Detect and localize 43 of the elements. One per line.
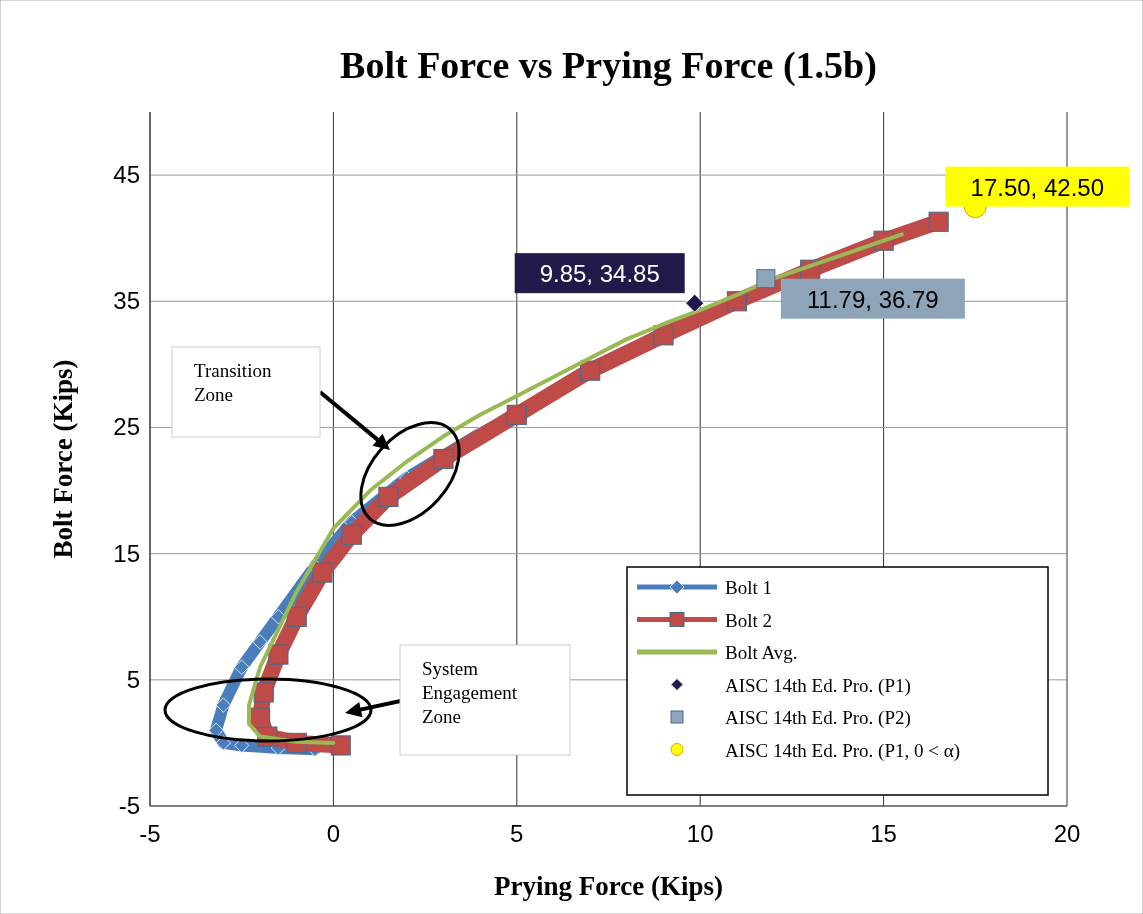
- point: [253, 682, 274, 703]
- legend-label: AISC 14th Ed. Pro. (P1, 0 < α): [725, 739, 960, 762]
- y-axis-title: Bolt Force (Kips): [48, 359, 78, 559]
- x-tick-label: 15: [870, 820, 897, 847]
- x-tick-label: 0: [326, 820, 341, 847]
- chart-title: Bolt Force vs Prying Force (1.5b): [340, 44, 877, 87]
- y-tick-label: 15: [113, 539, 140, 567]
- point: [286, 606, 307, 627]
- point: [341, 524, 362, 545]
- point: [685, 293, 705, 313]
- y-tick-label: 35: [113, 287, 140, 315]
- x-axis-title: Prying Force (Kips): [494, 871, 723, 901]
- data-label: 9.85, 34.85: [539, 260, 660, 288]
- annotation: System Engagement Zone: [422, 658, 518, 727]
- x-tick-label: -5: [139, 820, 161, 847]
- legend-label: AISC 14th Ed. Pro. (P2): [725, 707, 911, 729]
- point: [234, 659, 250, 675]
- data-label: 17.50, 42.50: [970, 173, 1105, 201]
- x-tick-label: 10: [686, 820, 714, 847]
- point: [268, 644, 289, 665]
- annotation: Transition Zone: [194, 360, 272, 405]
- point: [330, 735, 351, 756]
- y-tick-label: 45: [113, 161, 140, 189]
- y-tick-label: 5: [126, 665, 140, 693]
- legend-label: Bolt Avg.: [725, 642, 798, 663]
- point: [756, 269, 776, 289]
- point: [208, 722, 224, 738]
- point: [433, 448, 454, 470]
- point: [378, 486, 399, 507]
- point: [928, 211, 949, 232]
- y-tick-label: -5: [118, 792, 140, 819]
- legend-label: Bolt 2: [725, 609, 772, 631]
- point: [249, 707, 271, 728]
- x-tick-label: 5: [510, 820, 524, 847]
- point: [252, 634, 268, 650]
- legend-label: Bolt 1: [725, 577, 772, 598]
- legend-label: AISC 14th Ed. Pro. (P1): [725, 674, 911, 697]
- point: [312, 562, 333, 583]
- point: [653, 325, 674, 346]
- data-label: 11.79, 36.79: [807, 285, 939, 313]
- x-tick-label: 20: [1053, 820, 1081, 847]
- point: [215, 697, 231, 713]
- y-tick-label: 25: [113, 413, 140, 441]
